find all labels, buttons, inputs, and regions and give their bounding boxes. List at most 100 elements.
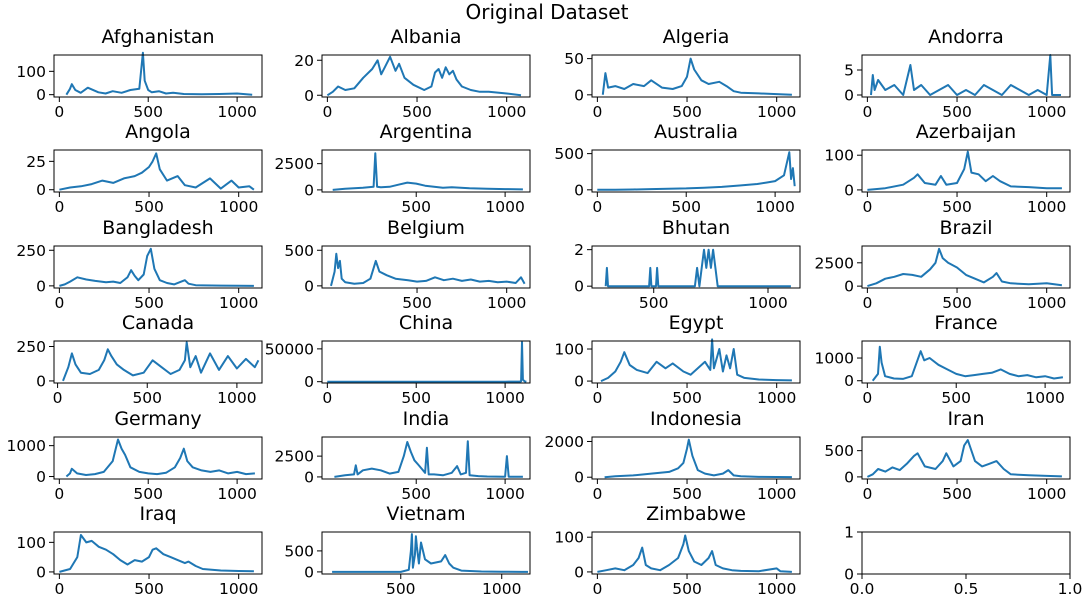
subplot-title-iraq: Iraq	[139, 503, 176, 525]
x-tick-label-india: 1000	[485, 485, 524, 503]
x-tick-label-iraq: 1000	[219, 580, 258, 598]
x-tick-label-andorra: 500	[942, 103, 972, 121]
subplot-title-albania: Albania	[391, 26, 462, 48]
axes-frame-france	[861, 340, 1071, 384]
y-tick-label-egypt: 0	[574, 373, 584, 391]
axes-frame-azerbaijan	[861, 149, 1071, 193]
x-tick-label-albania: 500	[402, 103, 432, 121]
axes-frame-australia	[591, 149, 801, 193]
x-tick-label-france: 500	[941, 389, 971, 407]
series-line-albania	[326, 55, 522, 97]
x-tick-label-iran: 1000	[1027, 485, 1066, 503]
subplot-title-bhutan: Bhutan	[662, 217, 730, 239]
axes-frame-albania	[321, 54, 531, 98]
subplot-title-bangladesh: Bangladesh	[102, 217, 213, 239]
subplot-bhutan: 500 1000 0 2 Bhutan	[574, 217, 801, 312]
axes-frame-afghanistan	[53, 54, 263, 98]
x-tick-label-china: 1000	[485, 389, 524, 407]
x-tick-label-iraq: 0	[54, 580, 64, 598]
x-tick-label-bhutan: 500	[639, 294, 669, 312]
axes-frame-belgium	[321, 245, 531, 289]
y-tick-label-angola: 0	[36, 181, 46, 199]
series-line-iraq	[59, 534, 254, 573]
series-line-germany	[65, 438, 255, 478]
axes-frame-indonesia	[591, 436, 801, 480]
x-tick-label-france: 0	[862, 389, 872, 407]
subplot-title-iran: Iran	[947, 408, 984, 430]
series-line-china	[327, 341, 527, 383]
x-tick-label-azerbaijan: 0	[862, 198, 872, 216]
subplot-title-vietnam: Vietnam	[386, 503, 465, 525]
y-tick-label-albania: 20	[294, 52, 314, 70]
subplot-title-china: China	[399, 312, 453, 334]
y-tick-label-zimbabwe: 100	[554, 529, 584, 547]
series-line-france	[871, 345, 1064, 382]
subplot-title-afghanistan: Afghanistan	[101, 26, 214, 48]
x-tick-label-australia: 0	[592, 198, 602, 216]
subplot-argentina: 500 1000 0 2500 Argentina	[275, 121, 531, 216]
axes-frame-bhutan	[591, 245, 801, 289]
y-tick-label-empty-23: 1	[844, 524, 854, 542]
subplot-title-andorra: Andorra	[928, 26, 1004, 48]
series-line-argentina	[332, 152, 523, 191]
x-tick-label-brazil: 500	[942, 294, 972, 312]
y-tick-label-germany: 0	[36, 468, 46, 486]
subplot-canada: 0 500 1000 0 250 Canada	[16, 312, 263, 407]
y-tick-label-iran: 500	[824, 442, 854, 460]
subplot-vietnam: 500 1000 0 500 Vietnam	[284, 503, 531, 598]
subplot-algeria: 0 500 1000 0 50 Algeria	[564, 26, 801, 121]
series-line-indonesia	[604, 438, 792, 479]
subplot-azerbaijan: 0 500 1000 0 100 Azerbaijan	[824, 121, 1071, 216]
axes-frame-china	[321, 340, 531, 384]
y-tick-label-iran: 0	[844, 468, 854, 486]
x-tick-label-egypt: 1000	[757, 389, 796, 407]
y-tick-label-brazil: 0	[844, 278, 854, 296]
axes-frame-angola	[53, 149, 263, 193]
x-tick-label-germany: 0	[54, 485, 64, 503]
y-tick-label-egypt: 100	[554, 341, 584, 359]
y-tick-label-bhutan: 0	[574, 278, 584, 296]
y-tick-label-azerbaijan: 100	[824, 147, 854, 165]
subplot-empty-23: 0.0 0.5 1.0 0 1	[844, 524, 1082, 599]
x-tick-label-angola: 500	[134, 198, 164, 216]
series-line-egypt	[600, 338, 792, 383]
x-tick-label-zimbabwe: 0	[592, 580, 602, 598]
x-tick-label-vietnam: 500	[386, 580, 416, 598]
subplot-title-australia: Australia	[654, 121, 738, 143]
subplot-title-canada: Canada	[122, 312, 194, 334]
y-tick-label-albania: 0	[304, 87, 314, 105]
x-tick-label-afghanistan: 500	[133, 103, 163, 121]
axes-frame-iraq	[53, 531, 263, 575]
x-tick-label-albania: 0	[322, 103, 332, 121]
y-tick-label-vietnam: 0	[304, 563, 314, 581]
subplot-india: 500 1000 0 2500 India	[275, 408, 531, 503]
axes-frame-argentina	[321, 149, 531, 193]
series-line-andorra	[870, 54, 1061, 96]
x-tick-label-algeria: 500	[672, 103, 702, 121]
y-tick-label-andorra: 5	[844, 62, 854, 80]
subplot-title-brazil: Brazil	[939, 217, 992, 239]
y-tick-label-bangladesh: 250	[16, 242, 46, 260]
subplot-title-argentina: Argentina	[380, 121, 473, 143]
y-tick-label-canada: 250	[16, 338, 46, 356]
x-tick-label-andorra: 1000	[1027, 103, 1066, 121]
series-line-india	[334, 440, 523, 478]
series-line-bhutan	[604, 248, 791, 288]
subplot-iran: 0 500 1000 0 500 Iran	[824, 408, 1071, 503]
subplot-title-france: France	[934, 312, 997, 334]
y-tick-label-germany: 1000	[7, 437, 46, 455]
x-tick-label-zimbabwe: 1000	[757, 580, 796, 598]
series-line-brazil	[867, 247, 1063, 288]
x-tick-label-france: 1000	[1025, 389, 1064, 407]
axes-frame-egypt	[591, 340, 801, 384]
series-line-canada	[62, 341, 260, 382]
x-tick-label-albania: 1000	[487, 103, 526, 121]
subplot-belgium: 500 1000 0 500 Belgium	[284, 217, 531, 312]
subplot-title-indonesia: Indonesia	[650, 408, 742, 430]
y-tick-label-iraq: 0	[36, 563, 46, 581]
x-tick-label-azerbaijan: 500	[942, 198, 972, 216]
x-tick-label-azerbaijan: 1000	[1027, 198, 1066, 216]
y-tick-label-australia: 0	[574, 181, 584, 199]
